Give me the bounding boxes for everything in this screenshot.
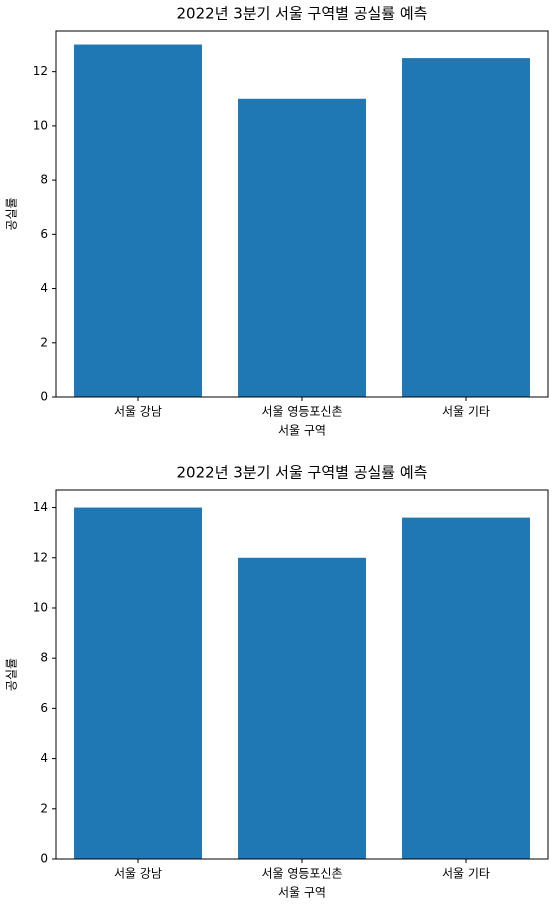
y-tick-label: 4 [40, 281, 48, 295]
x-tick-label: 서울 영등포신촌 [261, 867, 342, 881]
y-tick-label: 6 [40, 701, 48, 715]
y-tick-label: 10 [33, 600, 48, 614]
y-tick-label: 8 [40, 173, 48, 187]
y-tick-label: 12 [33, 64, 48, 78]
y-tick-label: 0 [40, 390, 48, 404]
x-axis-label: 서울 구역 [278, 424, 326, 438]
x-tick-label: 서울 기타 [442, 405, 490, 419]
x-tick-label: 서울 영등포신촌 [261, 405, 342, 419]
bar [74, 44, 202, 398]
y-axis-label: 공실률 [5, 658, 19, 691]
chart-title: 2022년 3분기 서울 구역별 공실률 예측 [177, 5, 428, 23]
y-tick-label: 0 [40, 852, 48, 866]
y-axis-label: 공실률 [5, 197, 19, 230]
plot-frame [55, 30, 549, 398]
y-tick-label: 2 [40, 335, 48, 349]
y-tick-label: 6 [40, 227, 48, 241]
y-tick-label: 12 [33, 550, 48, 564]
bar [402, 517, 530, 859]
x-axis-label: 서울 구역 [278, 886, 326, 900]
y-tick-label: 2 [40, 801, 48, 815]
y-tick-label: 10 [33, 118, 48, 132]
x-tick-label: 서울 기타 [442, 867, 490, 881]
x-tick-label: 서울 강남 [114, 867, 162, 881]
plot-frame [55, 489, 549, 860]
bar [74, 507, 202, 859]
bar [238, 557, 366, 859]
chart-title: 2022년 3분기 서울 구역별 공실률 예측 [177, 464, 428, 482]
bar [402, 58, 530, 397]
y-tick-label: 14 [33, 500, 48, 514]
bar [238, 98, 366, 398]
x-tick-label: 서울 강남 [114, 405, 162, 419]
y-tick-label: 8 [40, 651, 48, 665]
y-tick-label: 4 [40, 751, 48, 765]
